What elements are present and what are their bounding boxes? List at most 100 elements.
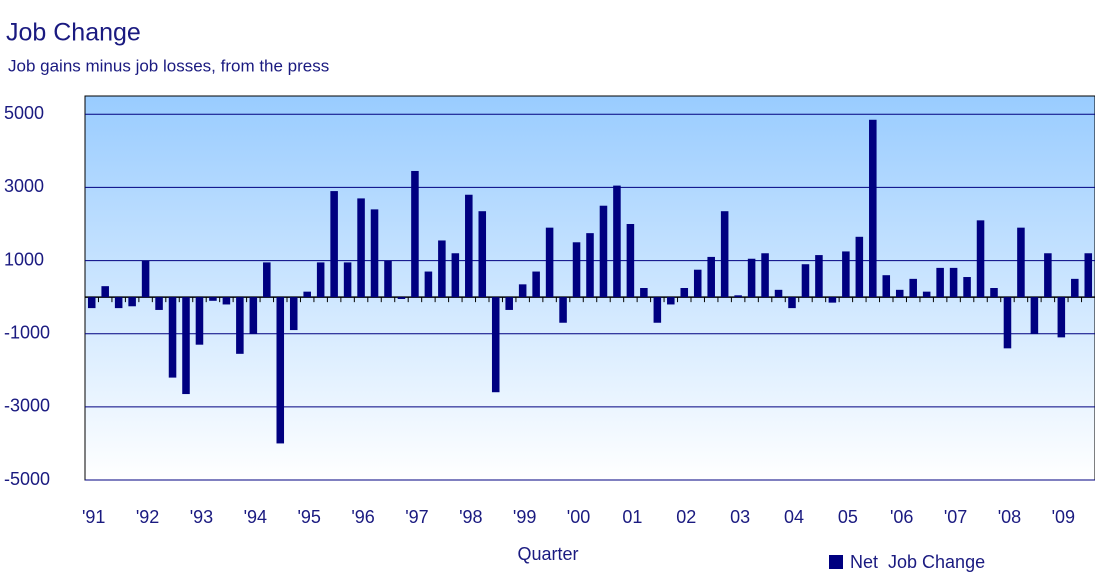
y-tick-label: -1000	[4, 322, 50, 342]
x-tick-label: '93	[190, 507, 213, 527]
bar	[168, 297, 177, 378]
bar	[209, 297, 217, 301]
bar	[680, 288, 689, 298]
bar	[465, 194, 473, 298]
bar	[693, 269, 702, 298]
bar	[141, 260, 150, 298]
bar	[397, 297, 406, 299]
bar	[949, 267, 958, 298]
bar	[586, 233, 594, 298]
bar	[101, 286, 109, 298]
chart-title: Job Change	[6, 19, 141, 47]
bar	[289, 297, 298, 331]
x-tick-label: '09	[1052, 507, 1075, 527]
bar	[895, 289, 904, 298]
bar	[788, 297, 796, 309]
x-tick-label: 02	[676, 507, 696, 527]
bar	[1017, 227, 1025, 298]
bar	[532, 271, 540, 298]
bar	[357, 198, 365, 298]
bar	[707, 256, 715, 298]
bar	[545, 227, 554, 298]
y-tick-label: -3000	[4, 396, 50, 416]
legend-label: Net Job Change	[850, 552, 985, 572]
bar	[599, 205, 608, 298]
x-tick-label: '07	[944, 507, 967, 527]
bar	[1084, 253, 1093, 298]
legend-swatch	[829, 555, 843, 569]
bar	[990, 288, 998, 298]
x-axis-label: Quarter	[517, 544, 578, 564]
bar	[1044, 253, 1052, 298]
x-tick-label: '00	[567, 507, 590, 527]
bar	[491, 297, 500, 393]
bar	[653, 297, 662, 323]
bar	[922, 291, 931, 298]
y-tick-label: 3000	[4, 176, 44, 196]
bar	[370, 209, 379, 298]
bar	[963, 277, 971, 298]
bar	[626, 224, 635, 298]
bar	[330, 191, 338, 298]
x-tick-label: 01	[622, 507, 642, 527]
bar	[343, 262, 352, 298]
x-tick-label: '08	[998, 507, 1021, 527]
y-tick-label: 1000	[4, 249, 44, 269]
bar	[1057, 297, 1066, 338]
x-tick-label: '95	[297, 507, 320, 527]
bar	[478, 211, 487, 298]
bar	[411, 170, 419, 298]
bar	[384, 260, 392, 298]
bar	[869, 119, 877, 298]
bar	[761, 253, 769, 298]
bar	[667, 297, 675, 305]
bar	[572, 242, 581, 298]
bar	[518, 284, 527, 298]
bar	[263, 262, 271, 298]
bar	[303, 291, 311, 298]
bar	[815, 255, 823, 298]
bar	[249, 297, 258, 334]
x-tick-label: '97	[405, 507, 428, 527]
x-tick-label: '94	[244, 507, 267, 527]
x-tick-label: '96	[351, 507, 374, 527]
bar	[222, 297, 231, 305]
bar	[976, 220, 985, 298]
bar	[882, 275, 891, 298]
bar	[801, 264, 810, 298]
bar	[114, 297, 123, 309]
bar	[640, 288, 648, 298]
bar	[828, 297, 837, 303]
x-tick-label: 04	[784, 507, 804, 527]
bar	[1071, 278, 1079, 298]
bar	[1003, 297, 1012, 349]
bar	[734, 295, 742, 298]
y-tick-label: 5000	[4, 103, 44, 123]
bar	[720, 211, 729, 298]
bar	[747, 258, 756, 298]
bar	[842, 251, 850, 298]
x-tick-label: '92	[136, 507, 159, 527]
bar	[774, 289, 783, 298]
bar	[87, 297, 96, 309]
x-tick-label: '99	[513, 507, 536, 527]
bar	[182, 297, 190, 395]
y-tick-label: -5000	[4, 469, 50, 489]
bar	[128, 297, 136, 307]
bar	[1030, 297, 1039, 334]
bar	[559, 297, 567, 323]
bar	[155, 297, 163, 310]
bar	[505, 297, 513, 310]
bar	[451, 253, 460, 298]
bar	[909, 278, 917, 298]
x-tick-label: 03	[730, 507, 750, 527]
x-tick-label: '91	[82, 507, 105, 527]
bar	[613, 185, 621, 298]
x-tick-label: '06	[890, 507, 913, 527]
chart-subtitle: Job gains minus job losses, from the pre…	[8, 56, 329, 75]
bar	[236, 297, 244, 354]
bar	[195, 297, 204, 345]
bar	[438, 240, 446, 298]
